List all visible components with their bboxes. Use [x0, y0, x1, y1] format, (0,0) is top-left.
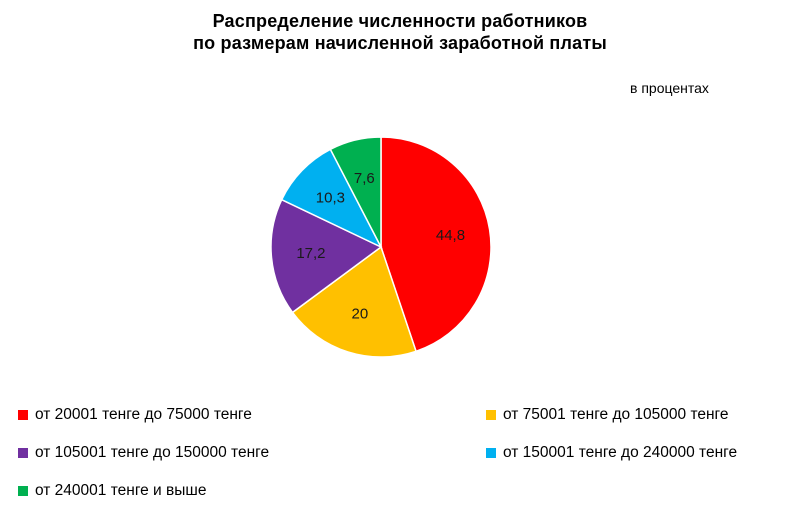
legend-item-105001-150000: от 105001 тенге до 150000 тенге: [18, 444, 269, 462]
legend-item-240001-plus: от 240001 тенге и выше: [18, 482, 206, 500]
legend-swatch: [18, 486, 28, 496]
legend-swatch: [486, 410, 496, 420]
legend-swatch: [18, 410, 28, 420]
pie-data-label-240001-plus: 7,6: [354, 170, 375, 187]
legend-swatch: [18, 448, 28, 458]
legend-item-20001-75000: от 20001 тенге до 75000 тенге: [18, 406, 252, 424]
legend-item-150001-240000: от 150001 тенге до 240000 тенге: [486, 444, 737, 462]
legend-label: от 20001 тенге до 75000 тенге: [35, 406, 252, 424]
legend-label: от 150001 тенге до 240000 тенге: [503, 444, 737, 462]
pie-data-label-105001-150000: 17,2: [296, 245, 325, 262]
legend-label: от 240001 тенге и выше: [35, 482, 206, 500]
legend-item-75001-105000: от 75001 тенге до 105000 тенге: [486, 406, 728, 424]
pie-data-label-150001-240000: 10,3: [316, 190, 345, 207]
legend-swatch: [486, 448, 496, 458]
legend-label: от 75001 тенге до 105000 тенге: [503, 406, 728, 424]
pie-data-label-75001-105000: 20: [352, 306, 369, 323]
legend-label: от 105001 тенге до 150000 тенге: [35, 444, 269, 462]
pie-data-label-20001-75000: 44,8: [436, 227, 465, 244]
